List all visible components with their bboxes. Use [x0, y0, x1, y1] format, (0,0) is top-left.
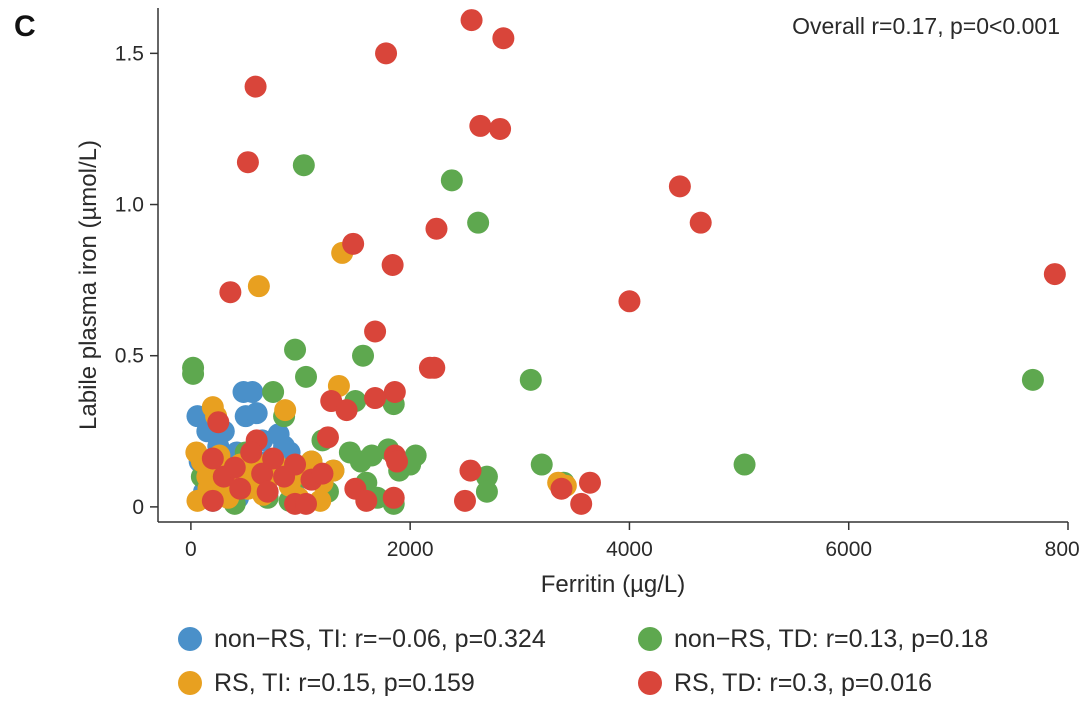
- data-point: [201, 489, 224, 512]
- data-point: [1043, 263, 1066, 286]
- series-3: [201, 9, 1066, 515]
- x-tick-label: 2000: [387, 538, 434, 561]
- data-point: [295, 365, 318, 388]
- legend-item-rs-ti: RS, TI: r=0.15, p=0.159: [178, 666, 638, 700]
- data-point: [251, 462, 274, 485]
- data-point: [618, 290, 641, 313]
- data-point: [733, 453, 756, 476]
- x-tick-label: 0: [185, 538, 197, 561]
- data-point: [292, 154, 315, 177]
- legend-swatch: [178, 671, 202, 695]
- x-axis-label: Ferritin (µg/L): [541, 571, 686, 598]
- data-point: [453, 489, 476, 512]
- data-point: [262, 447, 285, 470]
- data-point: [223, 456, 246, 479]
- data-point: [182, 362, 205, 385]
- data-point: [386, 450, 409, 473]
- y-tick-label: 0: [132, 496, 144, 519]
- legend: non−RS, TI: r=−0.06, p=0.324 non−RS, TD:…: [178, 622, 1058, 700]
- data-point: [284, 453, 307, 476]
- data-point: [352, 344, 375, 367]
- legend-label: non−RS, TD: r=0.13, p=0.18: [674, 624, 989, 653]
- data-point: [550, 477, 573, 500]
- legend-swatch: [178, 627, 202, 651]
- data-point: [475, 480, 498, 503]
- data-point: [316, 426, 339, 449]
- data-points: [182, 9, 1066, 515]
- data-point: [469, 114, 492, 137]
- legend-swatch: [638, 627, 662, 651]
- data-point: [489, 117, 512, 140]
- data-point: [689, 211, 712, 234]
- data-point: [492, 27, 515, 50]
- legend-label: RS, TD: r=0.3, p=0.016: [674, 668, 933, 697]
- legend-label: non−RS, TI: r=−0.06, p=0.324: [214, 624, 546, 653]
- data-point: [241, 380, 264, 403]
- data-point: [256, 480, 279, 503]
- x-tick-label: 4000: [606, 538, 653, 561]
- data-point: [349, 450, 372, 473]
- data-point: [578, 471, 601, 494]
- data-point: [247, 275, 270, 298]
- data-point: [355, 489, 378, 512]
- data-point: [229, 477, 252, 500]
- data-point: [375, 42, 398, 65]
- data-point: [381, 254, 404, 276]
- data-point: [236, 151, 259, 174]
- legend-item-rs-td: RS, TD: r=0.3, p=0.016: [638, 666, 1058, 700]
- data-point: [467, 211, 490, 234]
- data-point: [342, 232, 365, 255]
- data-point: [295, 492, 318, 515]
- data-point: [364, 387, 387, 410]
- data-point: [207, 411, 230, 434]
- data-point: [570, 492, 593, 515]
- data-point: [262, 380, 285, 403]
- data-point: [364, 320, 387, 343]
- legend-swatch: [638, 671, 662, 695]
- legend-item-non-rs-td: non−RS, TD: r=0.13, p=0.18: [638, 622, 1058, 656]
- data-point: [335, 399, 358, 422]
- data-point: [201, 447, 224, 470]
- data-point: [382, 486, 405, 509]
- data-point: [245, 402, 268, 425]
- overall-correlation-annotation: Overall r=0.17, p=0<0.001: [792, 13, 1060, 39]
- data-point: [383, 380, 406, 403]
- panel-label: C: [14, 10, 36, 43]
- data-point: [459, 459, 482, 482]
- y-axis-label: Labile plasma iron (µmol/L): [75, 140, 102, 430]
- y-tick-label: 1.5: [115, 42, 144, 65]
- data-point: [425, 217, 448, 240]
- data-point: [244, 75, 267, 98]
- scatter-chart: C Overall r=0.17, p=0<0.001 0 2000 4000 600…: [14, 8, 1080, 598]
- data-point: [423, 356, 446, 379]
- data-point: [668, 175, 691, 198]
- data-point: [284, 338, 307, 361]
- legend-label: RS, TI: r=0.15, p=0.159: [214, 668, 475, 697]
- y-tick-label: 0.5: [115, 345, 144, 368]
- data-point: [460, 9, 483, 32]
- data-point: [219, 281, 242, 304]
- legend-item-non-rs-ti: non−RS, TI: r=−0.06, p=0.324: [178, 622, 638, 656]
- x-tick-label: 6000: [825, 538, 872, 561]
- data-point: [530, 453, 553, 476]
- data-point: [240, 441, 263, 464]
- data-point: [519, 368, 542, 391]
- data-point: [274, 399, 297, 422]
- data-point: [440, 169, 463, 192]
- data-point: [311, 462, 334, 485]
- data-point: [1021, 368, 1044, 391]
- y-tick-label: 1.0: [115, 194, 144, 217]
